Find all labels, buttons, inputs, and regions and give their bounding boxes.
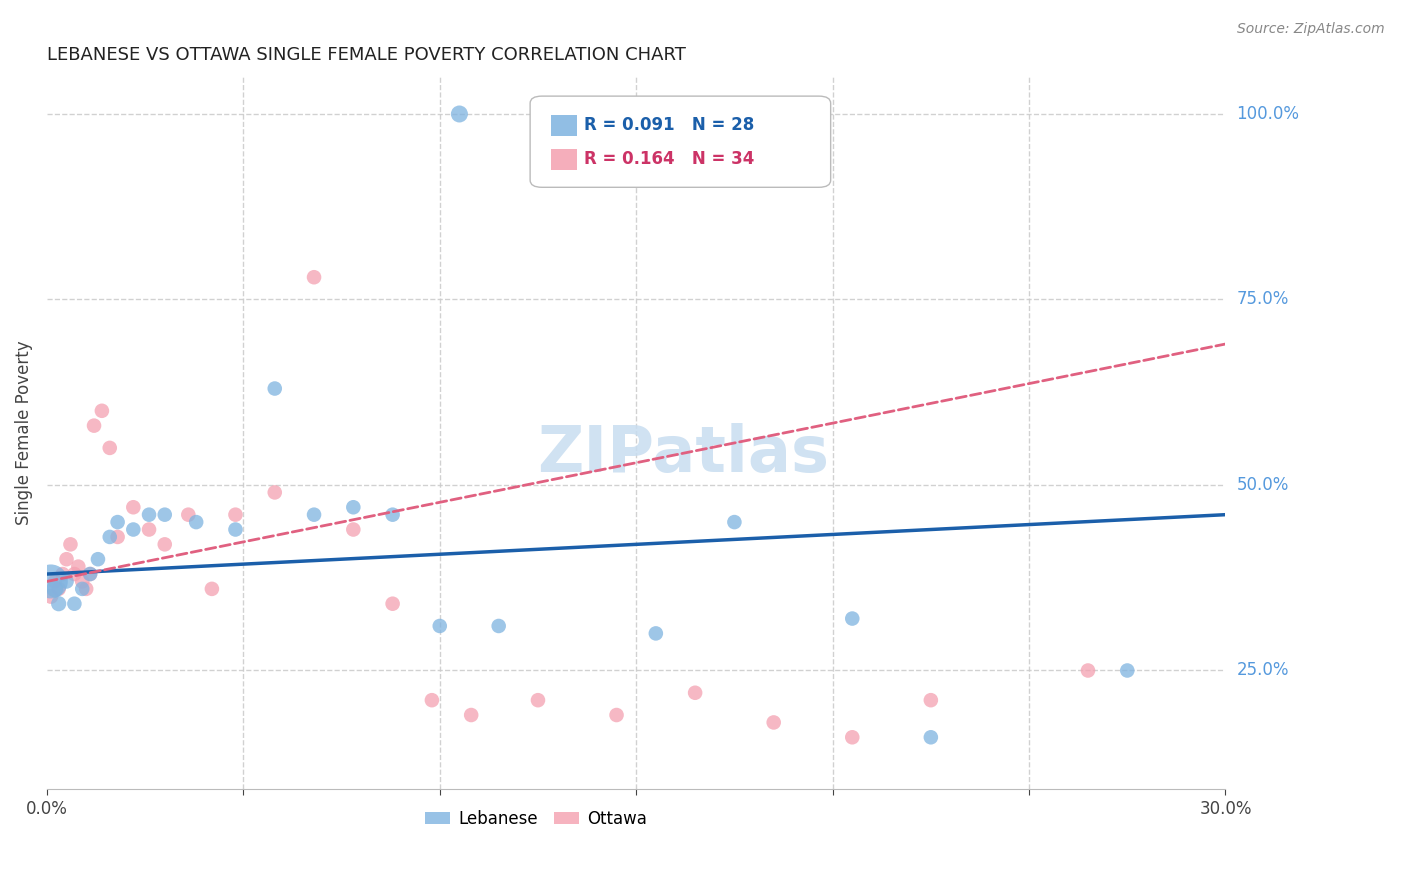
Point	[107, 530, 129, 544]
Point	[83, 418, 105, 433]
Point	[841, 731, 863, 745]
Point	[420, 693, 443, 707]
Point	[201, 582, 224, 596]
Point	[153, 537, 176, 551]
Point	[39, 589, 62, 603]
Point	[67, 559, 90, 574]
Point	[138, 523, 160, 537]
Text: R = 0.164   N = 34: R = 0.164 N = 34	[585, 150, 755, 168]
Point	[527, 693, 550, 707]
Point	[342, 523, 364, 537]
Point	[381, 597, 404, 611]
Legend: Lebanese, Ottawa: Lebanese, Ottawa	[418, 803, 654, 834]
Point	[59, 537, 82, 551]
Point	[153, 508, 176, 522]
Point	[683, 686, 706, 700]
Point	[79, 567, 101, 582]
Point	[801, 107, 824, 121]
Point	[48, 597, 70, 611]
Point	[1116, 664, 1139, 678]
Point	[263, 382, 285, 396]
Text: 100.0%: 100.0%	[1237, 105, 1299, 123]
Point	[39, 574, 62, 589]
Point	[381, 508, 404, 522]
Point	[75, 582, 97, 596]
Text: 50.0%: 50.0%	[1237, 476, 1289, 494]
Point	[70, 574, 93, 589]
Point	[644, 626, 666, 640]
Point	[449, 107, 471, 121]
Point	[186, 515, 208, 529]
Point	[1077, 664, 1099, 678]
FancyBboxPatch shape	[551, 115, 578, 136]
Text: Source: ZipAtlas.com: Source: ZipAtlas.com	[1237, 22, 1385, 37]
Point	[920, 693, 942, 707]
Point	[98, 530, 121, 544]
Text: ZIPatlas: ZIPatlas	[537, 424, 830, 485]
Point	[52, 567, 75, 582]
Point	[138, 508, 160, 522]
Point	[460, 708, 482, 723]
Point	[224, 508, 246, 522]
Point	[263, 485, 285, 500]
Point	[302, 270, 325, 285]
Text: R = 0.091   N = 28: R = 0.091 N = 28	[585, 116, 755, 134]
Point	[302, 508, 325, 522]
Point	[48, 582, 70, 596]
Text: 25.0%: 25.0%	[1237, 662, 1289, 680]
Point	[44, 574, 66, 589]
Point	[55, 574, 77, 589]
Point	[55, 552, 77, 566]
FancyBboxPatch shape	[551, 149, 578, 170]
Point	[63, 597, 86, 611]
Point	[63, 567, 86, 582]
Text: LEBANESE VS OTTAWA SINGLE FEMALE POVERTY CORRELATION CHART: LEBANESE VS OTTAWA SINGLE FEMALE POVERTY…	[46, 46, 686, 64]
Point	[122, 500, 145, 515]
Point	[90, 404, 112, 418]
Point	[841, 611, 863, 625]
Y-axis label: Single Female Poverty: Single Female Poverty	[15, 341, 32, 525]
Point	[87, 552, 110, 566]
Point	[723, 515, 745, 529]
Point	[224, 523, 246, 537]
Point	[98, 441, 121, 455]
Point	[107, 515, 129, 529]
Text: 75.0%: 75.0%	[1237, 291, 1289, 309]
Point	[488, 619, 510, 633]
Point	[177, 508, 200, 522]
Point	[44, 582, 66, 596]
Point	[606, 708, 628, 723]
FancyBboxPatch shape	[530, 96, 831, 187]
Point	[79, 567, 101, 582]
Point	[920, 731, 942, 745]
Point	[122, 523, 145, 537]
Point	[342, 500, 364, 515]
Point	[70, 582, 93, 596]
Point	[762, 715, 785, 730]
Point	[429, 619, 451, 633]
